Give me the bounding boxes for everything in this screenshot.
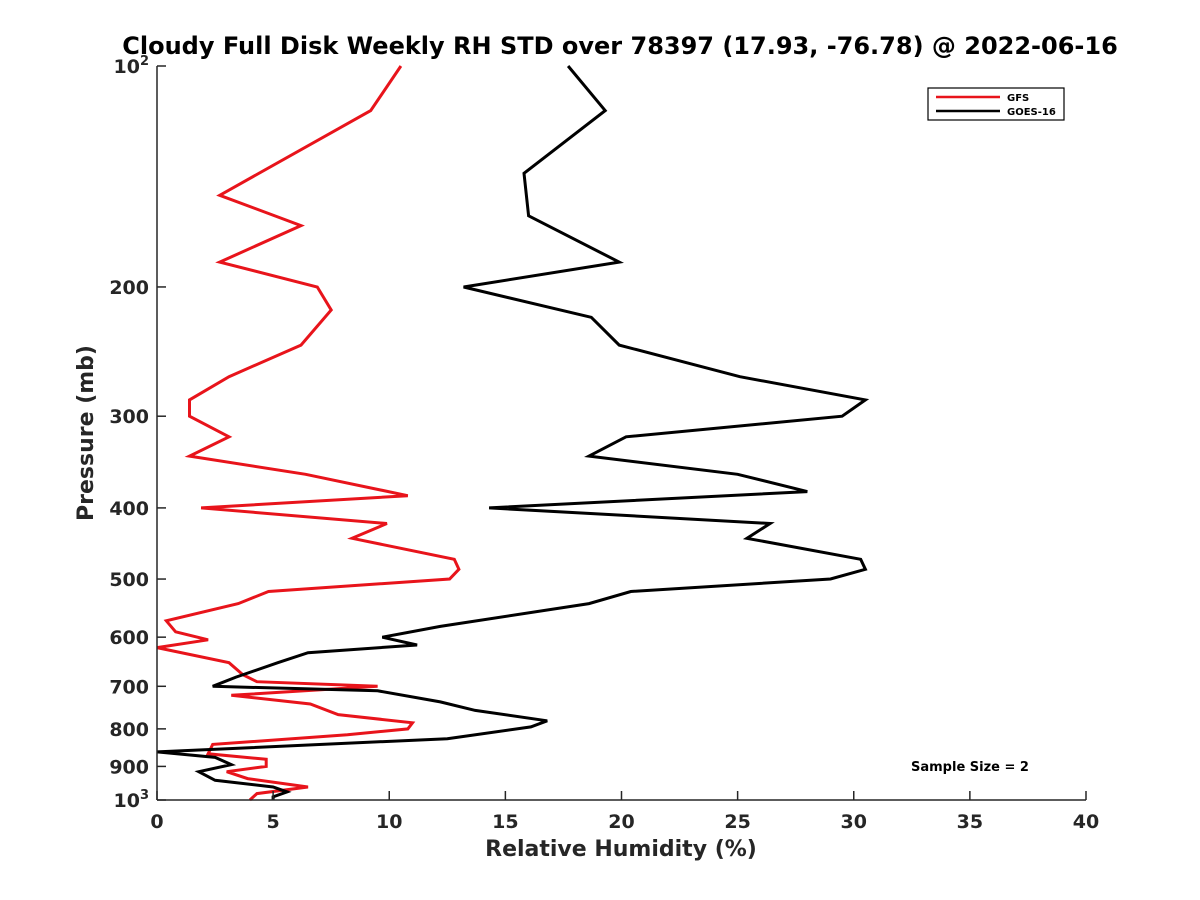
y-ticks: 102 200 300 400 500 600 700 800 900 103	[109, 54, 166, 812]
x-tick-label: 10	[376, 811, 402, 833]
y-tick-label: 900	[109, 756, 149, 778]
y-axis-label: Pressure (mb)	[74, 345, 99, 521]
y-tick-label: 300	[109, 406, 149, 428]
y-tick-label: 800	[109, 719, 149, 741]
y-tick-label: 500	[109, 569, 149, 591]
chart-title: Cloudy Full Disk Weekly RH STD over 7839…	[122, 32, 1118, 60]
x-tick-label: 20	[608, 811, 634, 833]
legend-label-gfs: GFS	[1007, 93, 1029, 104]
x-axis-label: Relative Humidity (%)	[485, 837, 757, 862]
y-tick-label: 600	[109, 627, 149, 649]
y-tick-label: 103	[114, 788, 150, 812]
x-tick-label: 25	[724, 811, 750, 833]
sample-size-note: Sample Size = 2	[911, 760, 1029, 775]
series-line-goes16	[156, 65, 870, 800]
x-tick-label: 30	[841, 811, 867, 833]
y-tick-label: 700	[109, 676, 149, 698]
y-tick-label: 400	[109, 498, 149, 520]
x-tick-label: 5	[267, 811, 280, 833]
x-ticks: 0 5 10 15 20 25 30 35 40	[150, 791, 1099, 833]
y-tick-label: 102	[114, 54, 150, 78]
x-tick-label: 35	[957, 811, 983, 833]
series-layer	[156, 65, 870, 802]
legend-label-goes16: GOES-16	[1007, 107, 1056, 118]
legend-box	[927, 87, 1065, 121]
x-tick-label: 0	[150, 811, 163, 833]
y-tick-label: 200	[109, 277, 149, 299]
x-tick-label: 15	[492, 811, 518, 833]
legend: GFS GOES-16	[927, 87, 1065, 121]
x-tick-label: 40	[1073, 811, 1099, 833]
